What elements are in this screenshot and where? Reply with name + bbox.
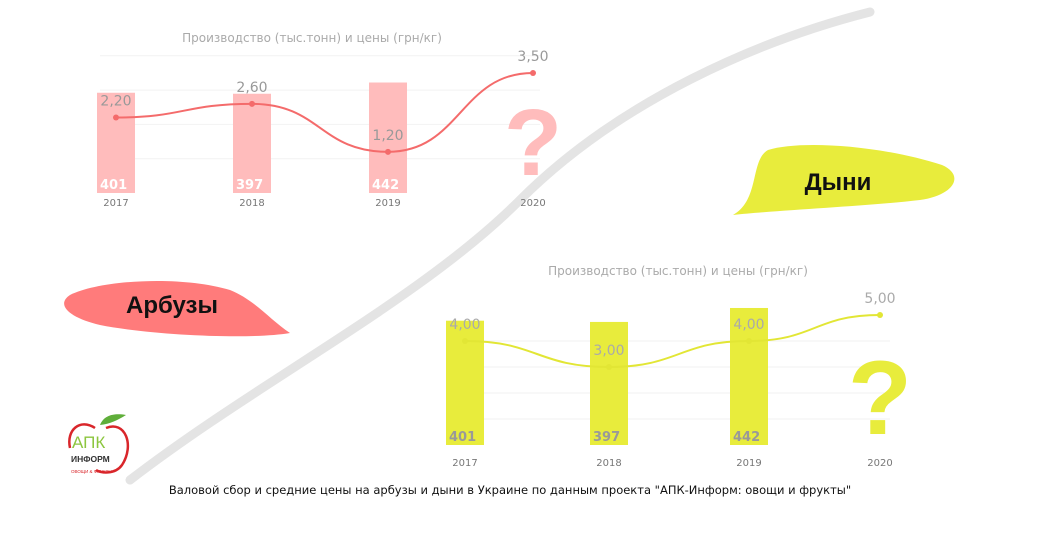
price-label: 2,60 (236, 80, 267, 96)
price-line (115, 71, 534, 153)
bar (590, 321, 628, 445)
apk-inform-logo: АПК ИНФОРМ ОВОЩИ & ФРУКТЫ (68, 414, 130, 474)
x-tick-label: 2019 (375, 198, 400, 209)
bar-value-label: 401 (100, 178, 127, 193)
bar (369, 82, 407, 193)
x-tick-label: 2019 (736, 458, 761, 469)
price-point (530, 69, 536, 76)
caption: Валовой сбор и средние цены на арбузы и … (168, 483, 852, 497)
melon-label-blob (733, 145, 955, 215)
melon-chart: Производство (тыс.тонн) и цены (грн/кг) 4… (446, 264, 912, 469)
x-tick-label: 2018 (239, 198, 264, 209)
chart-title: Производство (тыс.тонн) и цены (грн/кг) (182, 31, 442, 45)
price-label: 3,50 (517, 49, 548, 65)
bar (97, 92, 135, 193)
price-point (385, 148, 391, 155)
bar-value-label: 442 (372, 178, 399, 193)
logo-tagline: ОВОЩИ & ФРУКТЫ (71, 469, 112, 474)
logo-apple-icon (68, 423, 130, 474)
logo-text: АПК (72, 433, 105, 452)
price-point (606, 364, 612, 370)
price-label: 2,20 (100, 94, 131, 110)
melon-label: Дыни (805, 169, 872, 196)
x-tick-label: 2018 (596, 458, 621, 469)
watermelon-label-blob (64, 280, 290, 337)
price-label: 3,00 (593, 343, 624, 359)
chart-title: Производство (тыс.тонн) и цены (грн/кг) (548, 264, 808, 278)
price-label: 5,00 (864, 291, 895, 307)
x-tick-label: 2017 (452, 458, 477, 469)
price-label: 4,00 (449, 317, 480, 333)
price-label: 1,20 (372, 128, 403, 144)
unknown-marker: ? (848, 340, 912, 457)
logo-subtext: ИНФОРМ (71, 454, 110, 464)
decorative-swoosh (125, 7, 875, 485)
price-point (462, 338, 468, 344)
watermelon-label: Арбузы (126, 292, 218, 319)
x-tick-label: 2020 (520, 198, 545, 209)
bar-value-label: 401 (449, 430, 476, 445)
bar (233, 93, 271, 193)
bar-value-label: 442 (733, 430, 760, 445)
price-point (877, 312, 883, 318)
watermelon-chart: Производство (тыс.тонн) и цены (грн/кг) 4… (97, 31, 562, 209)
bar-value-label: 397 (593, 430, 620, 445)
x-tick-label: 2017 (103, 198, 128, 209)
logo-leaf-icon (100, 414, 126, 425)
unknown-marker: ? (504, 90, 562, 196)
price-line (464, 314, 881, 369)
price-label: 4,00 (733, 317, 764, 333)
price-point (113, 114, 119, 121)
bar-value-label: 397 (236, 178, 263, 193)
price-point (249, 100, 255, 107)
bar (730, 307, 768, 445)
price-point (746, 338, 752, 344)
x-tick-label: 2020 (867, 458, 892, 469)
